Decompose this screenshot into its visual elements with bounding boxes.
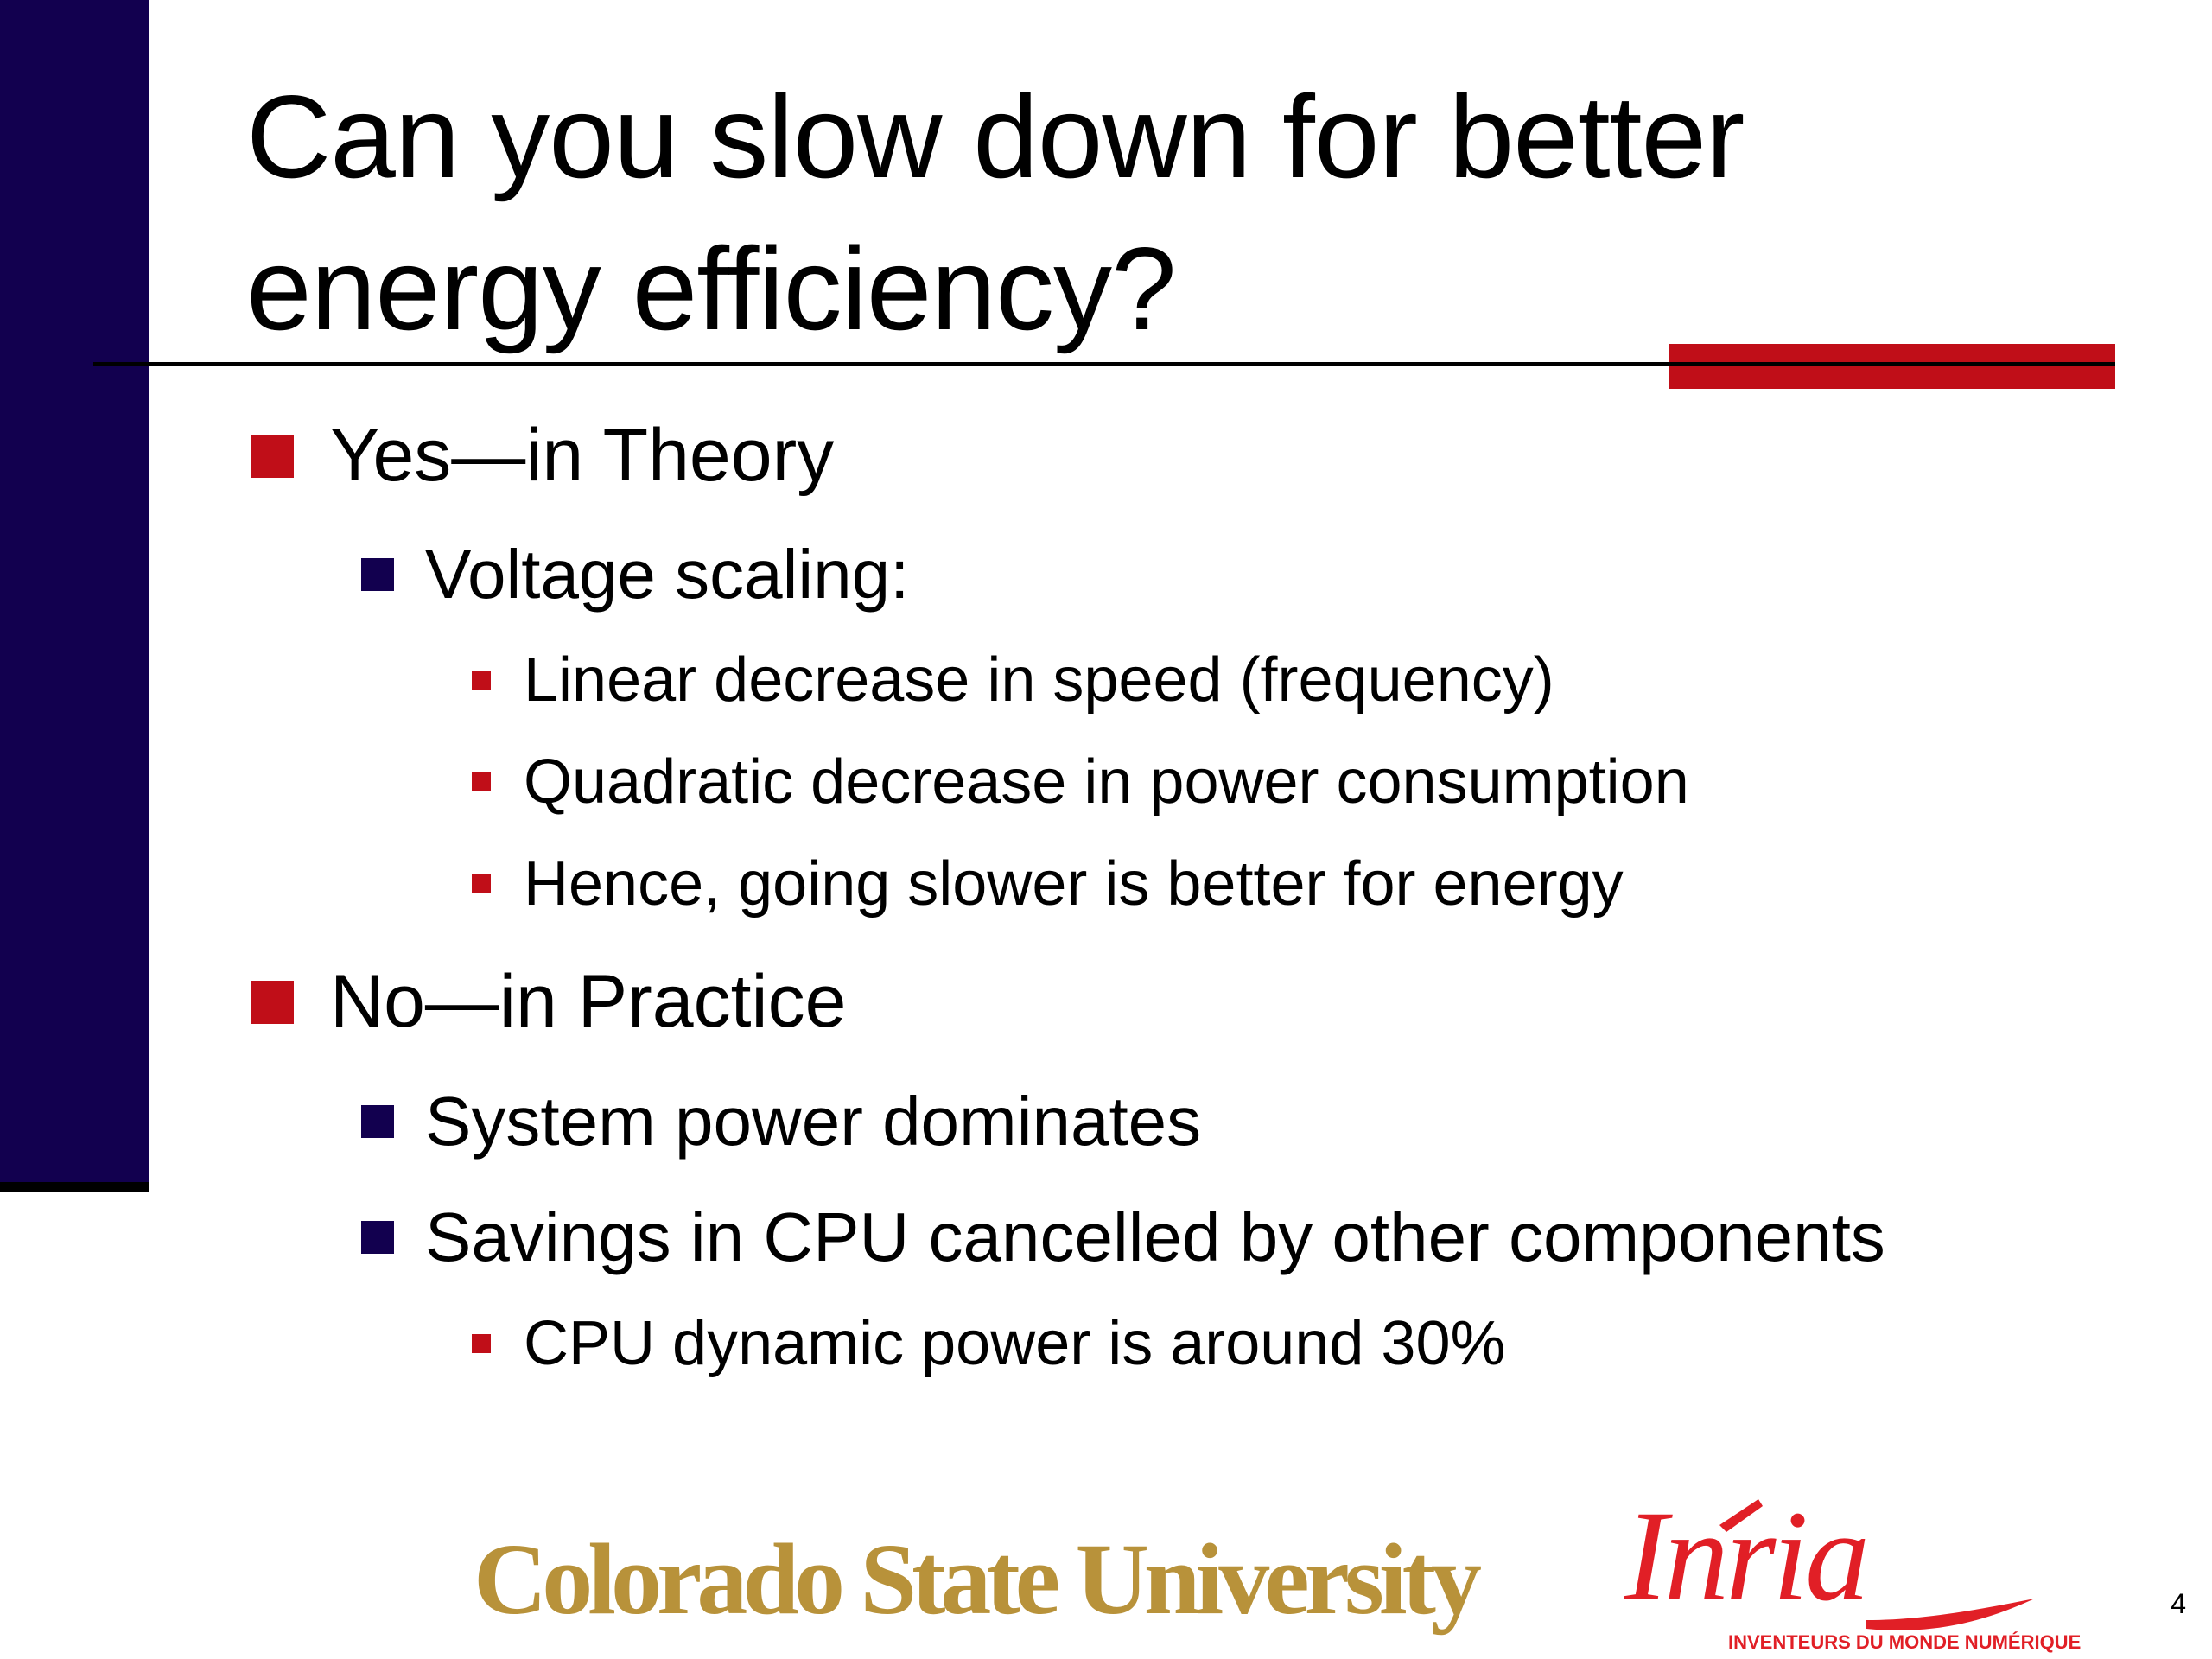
bullet-text: Quadratic decrease in power consumption	[524, 747, 1689, 817]
bullet-level2: System power dominates	[361, 1082, 1201, 1161]
bullet-text: System power dominates	[425, 1083, 1202, 1160]
bullet-text: CPU dynamic power is around 30%	[524, 1309, 1506, 1378]
bullet-square-icon	[361, 558, 394, 591]
bullet-level1: Yes—in Theory	[251, 413, 834, 499]
inria-wordmark: Inria	[1624, 1484, 1870, 1628]
page-number: 4	[2171, 1588, 2186, 1619]
title-underline	[93, 362, 2115, 366]
inria-tagline: INVENTEURS DU MONDE NUMÉRIQUE	[1728, 1631, 2082, 1653]
bullet-level3: Quadratic decrease in power consumption	[472, 747, 1689, 817]
bullet-square-icon	[472, 874, 491, 893]
left-sidebar-shadow	[0, 1182, 149, 1192]
bullet-level3: CPU dynamic power is around 30%	[472, 1308, 1506, 1379]
bullet-square-icon	[361, 1105, 394, 1138]
bullet-text: Savings in CPU cancelled by other compon…	[425, 1198, 1885, 1275]
bullet-square-icon	[472, 1334, 491, 1353]
bullet-level3: Hence, going slower is better for energy	[472, 849, 1624, 919]
bullet-level2: Savings in CPU cancelled by other compon…	[361, 1198, 1885, 1277]
left-sidebar-bar	[0, 0, 149, 1184]
bullet-level2: Voltage scaling:	[361, 535, 909, 614]
bullet-square-icon	[472, 671, 491, 690]
bullet-square-icon	[251, 434, 294, 478]
bullet-level1: No—in Practice	[251, 959, 846, 1045]
bullet-text: No—in Practice	[330, 960, 847, 1043]
bullet-square-icon	[251, 980, 294, 1024]
bullet-text: Voltage scaling:	[425, 536, 910, 613]
title-accent-rule	[1669, 362, 2115, 366]
bullet-text: Yes—in Theory	[330, 414, 835, 497]
bullet-text: Linear decrease in speed (frequency)	[524, 645, 1554, 715]
inria-swoosh-icon	[1719, 1499, 2035, 1630]
bullet-text: Hence, going slower is better for energy	[524, 849, 1624, 918]
bullet-square-icon	[361, 1221, 394, 1254]
title-accent-bar	[1669, 344, 2115, 389]
csu-logo: Colorado State University	[474, 1522, 1482, 1636]
bullet-level3: Linear decrease in speed (frequency)	[472, 645, 1554, 715]
slide-title: Can you slow down for better energy effi…	[246, 71, 1745, 354]
inria-logo: Inria INVENTEURS DU MONDE NUMÉRIQUE	[1607, 1484, 2081, 1655]
bullet-square-icon	[472, 772, 491, 791]
